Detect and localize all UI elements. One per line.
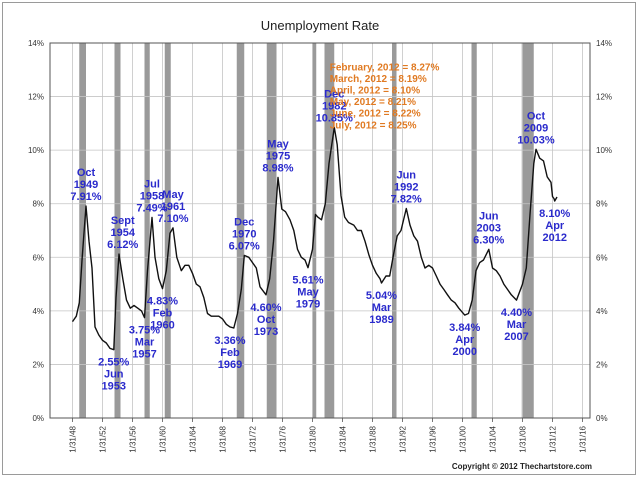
x-tick-label: 1/31/04 [489,425,498,452]
recent-value-note: April, 2012 = 8.10% [330,86,420,97]
recession-bands [79,43,534,418]
x-tick-label: 1/31/00 [459,425,468,452]
y-tick-label-right: 8% [596,200,608,209]
y-tick-label-right: 12% [596,93,612,102]
extreme-point-label: 5.04% Mar 1989 [366,290,397,326]
extreme-point-label: May 1961 7.10% [157,189,188,225]
y-tick-label-left: 0% [32,414,44,423]
extreme-point-label: Dec 1970 6.07% [229,216,260,252]
y-tick-label-left: 2% [32,360,44,369]
recent-values-note: February, 2012 = 8.27%March, 2012 = 8.19… [330,62,440,131]
recent-value-note: May, 2012 = 8.21% [330,97,416,108]
recession-band [392,43,397,418]
recession-band [144,43,150,418]
plot-border [49,42,591,419]
x-tick-label: 1/31/64 [189,425,198,452]
extreme-point-label: Oct 1949 7.91% [70,167,101,203]
y-tick-label-left: 12% [28,93,44,102]
x-tick-label: 1/31/88 [369,425,378,452]
extreme-point-label: Jun 2003 6.30% [473,210,504,246]
y-tick-label-left: 8% [32,200,44,209]
y-tick-label-left: 10% [28,146,44,155]
recession-band [114,43,121,418]
y-tick-label-right: 10% [596,146,612,155]
x-tick-label: 1/31/08 [519,425,528,452]
recession-band [164,43,171,418]
recession-band [236,43,245,418]
extreme-point-label: Jul 1958 7.49% [136,178,167,214]
extreme-point-label: Oct 2009 10.03% [517,110,555,146]
extreme-point-label: 8.10% Apr 2012 [539,208,570,244]
extreme-point-label: 3.75% Mar 1957 [129,325,160,361]
y-tick-label-right: 2% [596,360,608,369]
series-line [71,126,558,351]
extreme-point-label: 4.40% Mar 2007 [501,307,532,343]
extreme-point-label: Dec 1982 10.85% [316,88,354,124]
axes: 0% 0% 2% 2% 4% 4% 6% 6% 8% 8% 10% 10% 12% 12% 14% 14% 1/… [28,39,612,453]
x-tick-label: 1/31/68 [219,425,228,452]
x-tick-label: 1/31/72 [249,425,258,452]
recent-value-note: February, 2012 = 8.27% [330,62,440,73]
x-tick-label: 1/31/52 [99,425,108,452]
recession-band [521,43,534,418]
x-tick-label: 1/31/56 [129,425,138,452]
extreme-point-label: 3.36% Feb 1969 [214,335,245,371]
recession-band [471,43,477,418]
extreme-point-label: 3.84% Apr 2000 [449,322,480,358]
y-tick-label-left: 6% [32,253,44,262]
unemployment-series [71,126,558,351]
x-tick-label: 1/31/92 [399,425,408,452]
recent-value-note: June, 2012 = 8.22% [330,109,421,120]
x-tick-label: 1/31/16 [579,425,588,452]
x-tick-label: 1/31/48 [69,425,78,452]
y-tick-label-left: 14% [28,39,44,48]
extreme-point-label: May 1975 8.98% [262,138,293,174]
recession-band [266,43,277,418]
recession-band [324,43,335,418]
x-tick-label: 1/31/76 [279,425,288,452]
extreme-point-label: Sept 1954 6.12% [107,215,138,251]
x-tick-label: 1/31/84 [339,425,348,452]
y-tick-label-right: 6% [596,253,608,262]
extreme-point-label: Jun 1992 7.82% [391,170,422,206]
extreme-point-label: 5.61% May 1979 [292,275,323,311]
recent-value-note: March, 2012 = 8.19% [330,74,427,85]
chart-title: Unemployment Rate [261,18,380,33]
x-tick-label: 1/31/12 [549,425,558,452]
x-tick-label: 1/31/60 [159,425,168,452]
recession-band [79,43,86,418]
copyright-text: Copyright © 2012 Thechartstore.com [452,462,592,471]
y-tick-label-left: 4% [32,307,44,316]
y-tick-label-right: 4% [596,307,608,316]
peak-trough-annotations: Oct 1949 7.91% 2.55% Jun 1953 Sept 1954 6.12% 3.7… [70,88,570,392]
x-tick-label: 1/31/80 [309,425,318,452]
y-tick-label-right: 0% [596,414,608,423]
recent-value-note: July, 2012 = 8.25% [330,120,417,131]
extreme-point-label: 4.60% Oct 1973 [250,302,281,338]
y-tick-label-right: 14% [596,39,612,48]
extreme-point-label: 4.83% Feb 1960 [147,296,178,332]
extreme-point-label: 2.55% Jun 1953 [98,357,129,393]
x-tick-label: 1/31/96 [429,425,438,452]
